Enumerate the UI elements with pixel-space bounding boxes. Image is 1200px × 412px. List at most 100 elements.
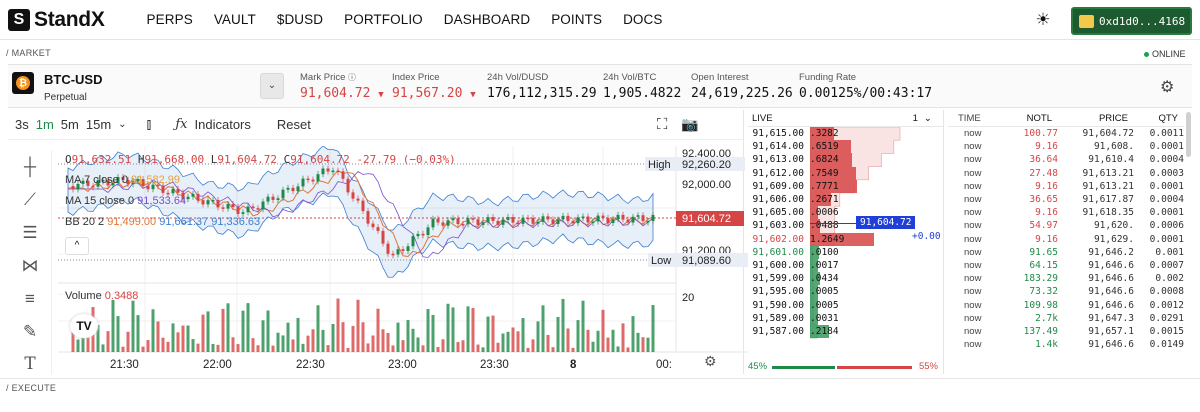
- ask-price: 91,603.00: [752, 220, 804, 232]
- pair-info[interactable]: ₿ BTC-USD Perpetual: [12, 72, 103, 105]
- ask-row[interactable]: 91,606.00 .2671: [748, 192, 943, 207]
- timeframe-15m[interactable]: 15m: [85, 117, 112, 132]
- bid-row[interactable]: 91,599.00 .0434: [748, 272, 943, 286]
- section-label-market: / MARKET: [6, 48, 51, 58]
- ask-row[interactable]: 91,612.00 .7549: [748, 166, 943, 180]
- camera-icon[interactable]: 📷: [681, 116, 699, 132]
- horizontal-lines-icon[interactable]: ☰: [22, 223, 38, 242]
- ma15-value: 91,533.64: [137, 195, 187, 207]
- timeframe-3s[interactable]: 3s: [15, 117, 29, 132]
- stat-value: 91,604.72: [300, 86, 371, 101]
- bid-row[interactable]: 91,587.00 .2184: [748, 324, 943, 338]
- volume-bar: [476, 344, 480, 352]
- volume-bar: [376, 308, 380, 352]
- bid-row[interactable]: 91,589.00 .0031: [748, 311, 943, 325]
- candle: [451, 218, 455, 221]
- bid-row[interactable]: 91,595.00 .0005: [748, 285, 943, 299]
- logo[interactable]: S StandX: [8, 8, 105, 32]
- indicators-button[interactable]: Indicators: [194, 117, 251, 132]
- candle: [496, 220, 500, 225]
- candle: [146, 185, 150, 190]
- nav-vault[interactable]: VAULT: [213, 12, 256, 27]
- volume-bar: [536, 321, 540, 352]
- trade-notional: 183.29: [1023, 273, 1058, 285]
- bid-row[interactable]: 91,600.00 .0017: [748, 258, 943, 273]
- ask-row[interactable]: 91,615.00 .3282: [748, 127, 943, 141]
- timeframe-5m[interactable]: 5m: [60, 117, 79, 132]
- volume-bar: [396, 322, 400, 352]
- bid-qty: .0100: [810, 246, 839, 258]
- sun-icon[interactable]: ☀: [1035, 10, 1051, 29]
- volume-bar: [136, 315, 140, 352]
- nav-docs[interactable]: DOCS: [623, 12, 663, 27]
- chart-settings-gear-icon[interactable]: ⚙: [704, 353, 717, 369]
- reset-button[interactable]: Reset: [276, 117, 311, 132]
- text-tool-icon[interactable]: T: [24, 354, 36, 374]
- btc-icon: ₿: [12, 72, 34, 94]
- ask-row[interactable]: 91,602.00 1.2649: [748, 232, 943, 246]
- volume-bar: [341, 322, 345, 352]
- ask-row[interactable]: 91,609.00 .7771: [748, 179, 943, 193]
- stat-label: Funding Rate: [799, 72, 857, 83]
- info-icon[interactable]: ⓘ: [348, 73, 357, 82]
- stat-value: 91,567.20: [392, 86, 463, 101]
- bid-row[interactable]: 91,590.00 .0005: [748, 298, 943, 312]
- trade-notional: 27.48: [1029, 167, 1058, 179]
- trade-time: now: [964, 220, 982, 232]
- trade-row: now 1.4k 91,646.6 0.0149: [948, 338, 1184, 351]
- execute-section: / EXECUTE: [0, 378, 1200, 412]
- trade-price: 91,629.: [1093, 233, 1134, 245]
- ask-row[interactable]: 91,603.00 .0488: [748, 219, 943, 233]
- indicators-icon[interactable]: ƒx: [175, 117, 188, 132]
- online-label: ONLINE: [1152, 49, 1186, 59]
- candle-type-icon[interactable]: ⫾: [146, 116, 152, 133]
- time-axis-label: 23:30: [480, 359, 509, 371]
- brush-icon[interactable]: ✎: [22, 322, 38, 341]
- volume-bar: [121, 346, 125, 352]
- precision-select[interactable]: 1: [912, 112, 918, 124]
- timeframe-chevron-down-icon[interactable]: ⌄: [118, 119, 127, 130]
- trades-scrollbar[interactable]: [1186, 112, 1191, 157]
- crosshair-icon[interactable]: ┼: [23, 157, 37, 176]
- gear-icon[interactable]: ⚙: [1160, 79, 1175, 96]
- nav-dashboard[interactable]: DASHBOARD: [443, 12, 531, 27]
- candle: [166, 192, 170, 195]
- precision-chevron-down-icon[interactable]: ⌄: [923, 112, 932, 124]
- ask-row[interactable]: 91,613.00 .6824: [748, 153, 943, 167]
- volume-axis-label: 20: [682, 292, 694, 304]
- candle: [576, 217, 580, 224]
- fullscreen-icon[interactable]: ⛶: [656, 116, 668, 133]
- nav-portfolio[interactable]: PORTFOLIO: [344, 12, 423, 27]
- nav-dusd[interactable]: $DUSD: [276, 12, 324, 27]
- collapse-legend-chevron-up-icon[interactable]: ^: [65, 237, 89, 255]
- volume-bar: [621, 323, 625, 352]
- trend-line-icon[interactable]: ⟋: [24, 190, 36, 209]
- volume-bar: [426, 309, 430, 352]
- candle: [121, 177, 125, 180]
- last-price-tag: 91,604.72: [682, 213, 731, 225]
- trade-row: now 100.77 91,604.72 0.0011: [948, 127, 1184, 140]
- nav-points[interactable]: POINTS: [551, 12, 603, 27]
- nav-perps[interactable]: PERPS: [146, 12, 193, 27]
- pair-select-chevron-icon[interactable]: ⌄: [260, 73, 284, 99]
- candle: [526, 217, 530, 220]
- ask-price: 91,609.00: [752, 180, 804, 192]
- trade-time: now: [964, 180, 982, 192]
- trade-time: now: [964, 141, 982, 153]
- timeframe-1m[interactable]: 1m: [35, 117, 54, 132]
- trade-price: 91,646.6: [1088, 273, 1134, 285]
- bid-row[interactable]: 91,601.00 .0100: [748, 245, 943, 259]
- volume-bar: [126, 331, 130, 352]
- trade-notional: 9.16: [1035, 233, 1058, 245]
- volume-bar: [601, 309, 605, 352]
- time-axis-label: 00:: [656, 359, 672, 371]
- tradingview-logo-icon[interactable]: TV: [70, 314, 98, 338]
- wallet-button[interactable]: 0xd1d0...4168: [1071, 7, 1192, 35]
- fib-icon[interactable]: ≡: [25, 289, 35, 308]
- candle: [381, 230, 385, 244]
- pattern-icon[interactable]: ⋈: [21, 256, 39, 275]
- ask-row[interactable]: 91,614.00 .6519: [748, 140, 943, 154]
- candle: [621, 214, 625, 220]
- ask-row[interactable]: 91,605.00 .0006: [748, 206, 943, 220]
